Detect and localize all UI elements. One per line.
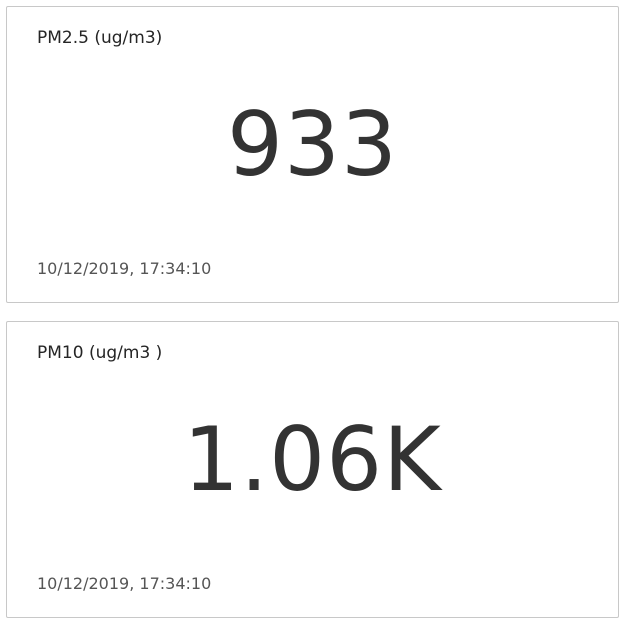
pm10-card[interactable]: PM10 (ug/m3 ) 1.06K 10/12/2019, 17:34:10: [6, 321, 619, 618]
pm10-card-timestamp: 10/12/2019, 17:34:10: [37, 574, 212, 593]
pm25-card-title: PM2.5 (ug/m3): [37, 28, 163, 48]
pm25-card-value: 933: [227, 93, 398, 196]
pm10-card-title: PM10 (ug/m3 ): [37, 343, 163, 363]
pm25-card[interactable]: PM2.5 (ug/m3) 933 10/12/2019, 17:34:10: [6, 6, 619, 303]
pm25-card-timestamp: 10/12/2019, 17:34:10: [37, 259, 212, 278]
pm10-card-value: 1.06K: [183, 408, 442, 511]
